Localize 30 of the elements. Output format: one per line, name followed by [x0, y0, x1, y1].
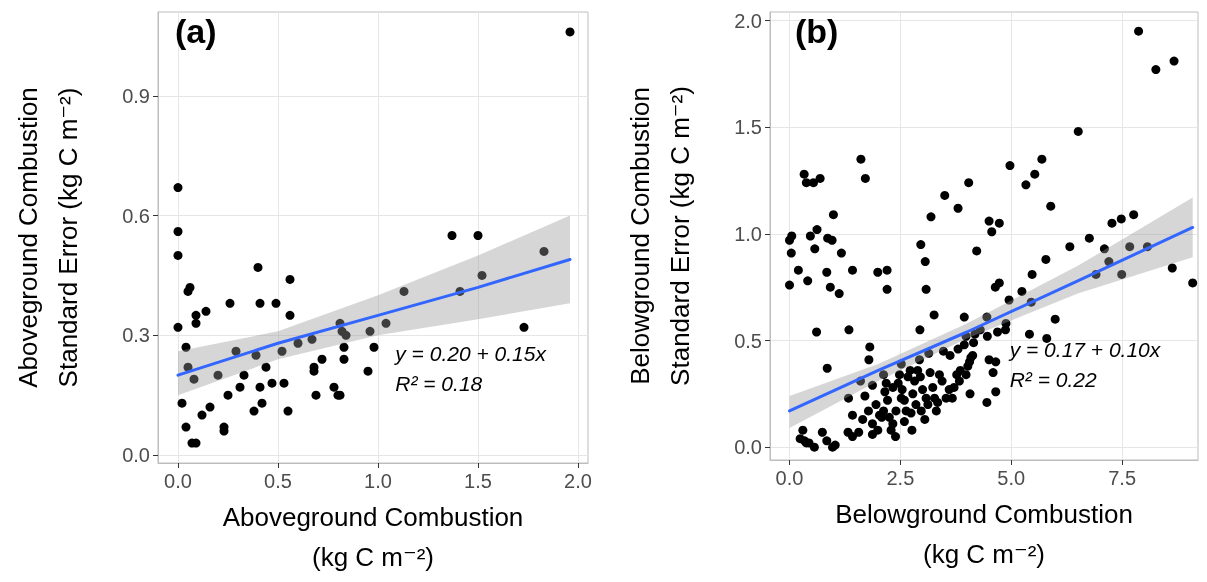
y-tick-label: 0.9: [122, 84, 150, 107]
line-series: [788, 225, 1195, 413]
y-tick-label: 0.0: [734, 436, 762, 459]
x-tick-label: 0.0: [775, 467, 804, 489]
y-tick-label: 1.0: [734, 222, 762, 245]
y-tick-label: 0.0: [122, 444, 150, 467]
y-tick-label: 0.3: [122, 324, 150, 347]
x-tick-label: 2.0: [564, 470, 592, 492]
x-tick-label: 5.0: [997, 467, 1026, 489]
y-tick-label: 0.5: [734, 329, 762, 352]
x-tick-label: 2.5: [886, 467, 915, 489]
annotation: (a): [175, 12, 217, 50]
x-tick-label: 1.5: [464, 470, 492, 492]
x-axis-title: Belowground Combustion (kg C m⁻²): [835, 499, 1133, 569]
x-tick-label: 0.0: [164, 470, 192, 492]
y-axis-title: Aboveground Combustion Standard Error (kg C m⁻²): [13, 87, 83, 388]
y-tick-label: 1.5: [734, 116, 762, 139]
x-tick-label: 1.0: [364, 470, 392, 492]
x-tick-label: 7.5: [1108, 467, 1137, 489]
annotation: (b): [795, 12, 839, 50]
annotation: y = 0.20 + 0.15x: [393, 342, 548, 366]
annotation: y = 0.17 + 0.10x: [1007, 338, 1162, 362]
y-axis-title: Belowground Combustion Standard Error (kg C m⁻²): [625, 86, 695, 386]
x-axis-title: Aboveground Combustion (kg C m⁻²): [222, 502, 524, 572]
annotation: R² = 0.22: [1009, 368, 1097, 392]
annotation: R² = 0.18: [395, 372, 483, 396]
y-tick-label: 2.0: [734, 9, 762, 32]
y-tick-label: 0.6: [122, 204, 150, 227]
line-series: [176, 257, 572, 377]
x-tick-label: 0.5: [264, 470, 292, 492]
